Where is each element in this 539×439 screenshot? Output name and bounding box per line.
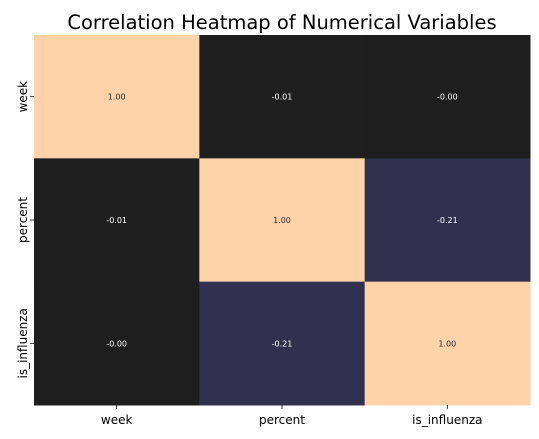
cell-annotation-week-week: 1.00 [108,93,126,102]
x-tick-label-is_influenza: is_influenza [412,413,482,427]
heatmap-cell-is_influenza-week [34,281,200,406]
heatmap-cell-week-is_influenza [364,35,531,159]
y-axis: week percent is_influenza [16,81,34,378]
chart-title: Correlation Heatmap of Numerical Variabl… [67,11,496,34]
cell-annotation-percent-percent: 1.00 [273,216,291,225]
x-tick-label-week: week [101,413,133,427]
cell-annotation-is_influenza-week: -0.00 [106,339,127,348]
cell-annotation-week-is_influenza: -0.00 [437,93,458,102]
heatmap-cell-week-percent [199,35,366,159]
heatmap-cell-week-week [34,35,200,159]
heatmap-annotations: 1.00 -0.01 -0.00 -0.01 1.00 -0.21 -0.00 -0.21 1.… [106,93,457,349]
x-axis: week percent is_influenza [101,404,482,427]
cell-annotation-percent-is_influenza: -0.21 [437,216,458,225]
heatmap-cell-is_influenza-is_influenza [364,281,531,406]
y-tick-label-is_influenza: is_influenza [16,308,30,378]
heatmap-cell-is_influenza-percent [199,281,366,406]
cell-annotation-is_influenza-is_influenza: 1.00 [438,339,456,348]
heatmap-cell-percent-percent [199,158,366,283]
y-tick-label-percent: percent [16,197,30,243]
cell-annotation-percent-week: -0.01 [106,216,127,225]
x-tick-label-percent: percent [259,413,305,427]
y-tick-label-week: week [16,81,30,113]
heatmap-cells [34,35,531,406]
heatmap-cell-percent-is_influenza [364,158,531,283]
heatmap-cell-percent-week [34,158,200,283]
cell-annotation-is_influenza-percent: -0.21 [272,339,293,348]
cell-annotation-week-percent: -0.01 [272,93,293,102]
